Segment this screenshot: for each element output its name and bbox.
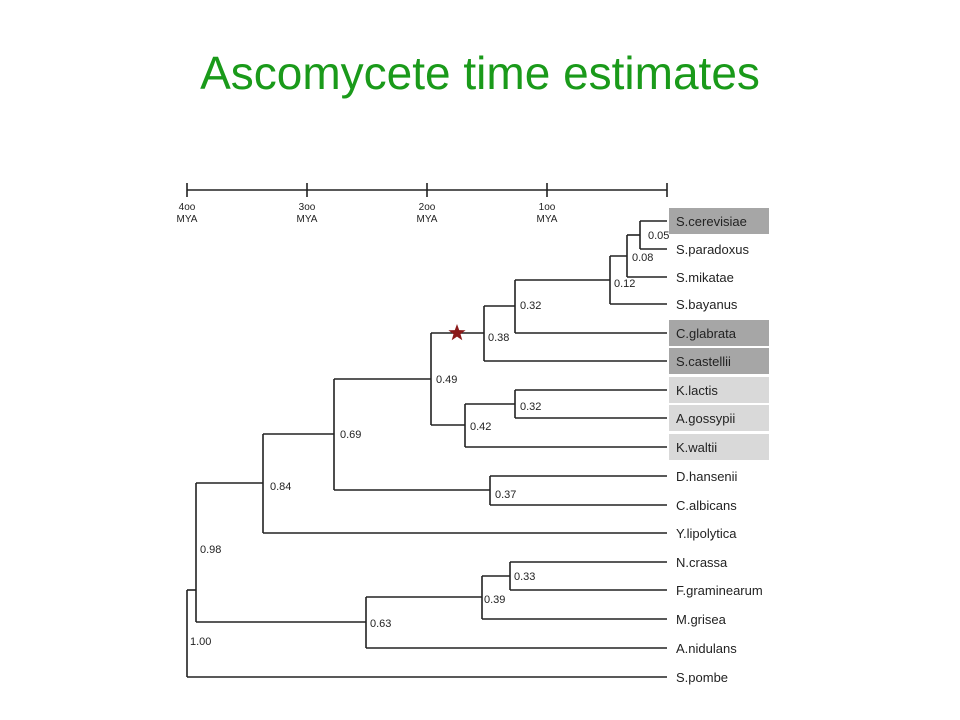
node-label: 0.49 — [436, 374, 457, 386]
scale-tick-value: 2oo — [419, 202, 436, 213]
taxon-label: K.waltii — [676, 440, 717, 455]
taxon-label: Y.lipolytica — [676, 526, 737, 541]
taxon-highlight-box — [669, 320, 769, 346]
scale-tick-unit: MYA — [177, 214, 198, 225]
node-label: 0.12 — [614, 278, 635, 290]
taxon-label: S.mikatae — [676, 270, 734, 285]
taxon-highlight-box — [669, 348, 769, 374]
node-label: 0.98 — [200, 544, 221, 556]
taxon-labels: S.cerevisiae S.paradoxus S.mikatae S.bayanu… — [676, 214, 763, 685]
node-label: 0.33 — [514, 571, 535, 583]
node-label: 0.08 — [632, 252, 653, 264]
scale-tick-value: 3oo — [299, 202, 316, 213]
taxon-label: F.graminearum — [676, 583, 763, 598]
node-label: 0.84 — [270, 481, 291, 493]
taxon-highlight-box — [669, 434, 769, 460]
node-label: 0.32 — [520, 300, 541, 312]
scale-tick-unit: MYA — [417, 214, 438, 225]
node-support-labels: 0.05 0.08 0.12 0.32 0.38 0.49 0.32 0.42 … — [190, 230, 669, 648]
taxon-label: D.hansenii — [676, 469, 738, 484]
taxon-label: N.crassa — [676, 555, 728, 570]
node-label: 0.69 — [340, 429, 361, 441]
taxon-label: M.grisea — [676, 612, 727, 627]
tree-branches — [186, 220, 667, 678]
scale-tick-value: 1oo — [539, 202, 556, 213]
scale-tick-unit: MYA — [537, 214, 558, 225]
node-label: 0.32 — [520, 401, 541, 413]
taxon-label: S.pombe — [676, 670, 728, 685]
node-label: 1.00 — [190, 636, 211, 648]
taxon-label: S.paradoxus — [676, 242, 749, 257]
scale-tick-unit: MYA — [297, 214, 318, 225]
node-label: 0.38 — [488, 332, 509, 344]
node-label: 0.37 — [495, 489, 516, 501]
taxon-highlight-box — [669, 405, 769, 431]
taxon-label: K.lactis — [676, 383, 718, 398]
node-label: 0.05 — [648, 230, 669, 242]
taxon-label: C.albicans — [676, 498, 737, 513]
star-icon — [448, 324, 466, 341]
node-label: 0.39 — [484, 594, 505, 606]
taxon-label: S.bayanus — [676, 297, 738, 312]
slide-title: Ascomycete time estimates — [200, 47, 760, 99]
scale-tick-value: 4oo — [179, 202, 196, 213]
time-scale-bar: 4oo MYA 3oo MYA 2oo MYA 1oo MYA — [177, 183, 668, 225]
taxon-label: S.cerevisiae — [676, 214, 747, 229]
taxon-highlights — [669, 208, 769, 460]
taxon-label: A.gossypii — [676, 411, 735, 426]
node-label: 0.42 — [470, 421, 491, 433]
taxon-label: A.nidulans — [676, 641, 737, 656]
taxon-label: S.castellii — [676, 354, 731, 369]
node-label: 0.63 — [370, 618, 391, 630]
taxon-highlight-box — [669, 377, 769, 403]
taxon-highlight-box — [669, 208, 769, 234]
taxon-label: C.glabrata — [676, 326, 737, 341]
